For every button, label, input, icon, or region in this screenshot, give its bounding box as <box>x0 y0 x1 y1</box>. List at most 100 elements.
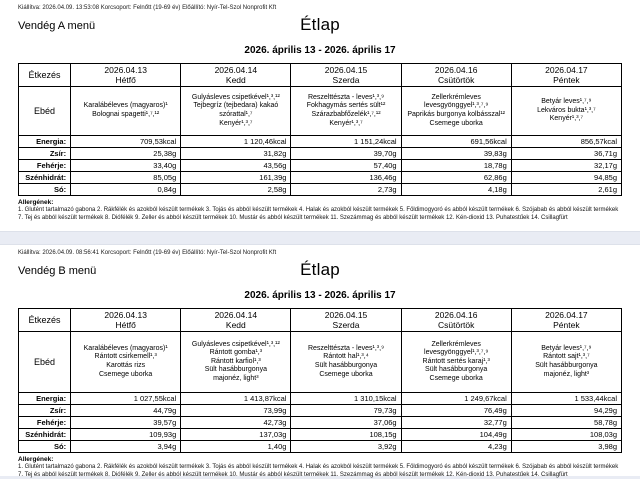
table-header-row: Étkezés 2026.04.13 Hétfő 2026.04.14 Kedd 2026… <box>17 63 623 87</box>
nutrition-value: 79,73g <box>290 404 402 417</box>
menu-item: majonéz, light³ <box>213 374 259 382</box>
day-header-cell: 2026.04.15 Szerda <box>290 308 402 332</box>
day-date: 2026.04.14 <box>214 65 258 75</box>
menu-item: Sült hasábburgonya <box>314 362 378 369</box>
day-menu-cell: Betyár leves¹,⁷,⁹ Lekváros bukta¹,³,⁷ Keny… <box>510 86 623 136</box>
nutrition-value: 1 310,15kcal <box>290 392 402 405</box>
nutrition-value: 57,40g <box>290 159 402 172</box>
nutrition-label: Szénhidrát: <box>17 428 72 441</box>
day-header-cell: 2026.04.17 Péntek <box>510 63 623 87</box>
menu-name: Vendég A menü <box>18 20 96 32</box>
menu-item: Betyár leves¹,⁷,⁹ <box>541 344 592 352</box>
day-menu-cell: Betyár leves¹,⁷,⁹ Rántott sajt¹,³,⁷ Sült h… <box>510 331 623 393</box>
day-menu-cell: Karalábéleves (magyaros)¹ Bolognai spaget… <box>70 86 182 136</box>
nutrition-row: Szénhidrát: 85,05g 161,39g 136,46g 62,86g 94,… <box>17 171 623 184</box>
nutrition-row: Zsír: 44,79g 73,99g 79,73g 76,49g 94,29g <box>17 404 623 417</box>
day-menu-cell: Reszelttészta - leves¹,³,⁹ Rántott hal¹,³… <box>290 331 402 393</box>
day-header-cell: 2026.04.17 Péntek <box>510 308 623 332</box>
day-date: 2026.04.13 <box>104 65 147 75</box>
menu-item: Karalábéleves (magyaros)¹ <box>83 344 168 352</box>
day-menu-cell: Zellerkrémleves levesgyönggyel¹,³,⁷,⁹ Rán… <box>400 331 512 393</box>
nutrition-value: 1,40g <box>180 440 292 453</box>
nutrition-value: 137,03g <box>180 428 292 441</box>
nutrition-value: 709,53kcal <box>70 135 182 148</box>
menu-item: Csemege uborka <box>429 374 483 382</box>
nutrition-value: 108,15g <box>290 428 402 441</box>
menu-item: Kenyér¹,³,⁷ <box>219 119 253 127</box>
nutrition-value: 1 120,46kcal <box>180 135 292 148</box>
page-a: Kiállítva: 2026.04.09. 13:53:08 Korcsopo… <box>0 0 640 231</box>
header-band: Vendég A menü Étlap <box>18 12 622 42</box>
nutrition-value: 4,18g <box>400 183 512 196</box>
nutrition-label: Szénhidrát: <box>17 171 72 184</box>
nutrition-value: 76,49g <box>400 404 512 417</box>
day-menu-cell: Gulyásleves csipetkével¹,³,¹² Tejbegríz (… <box>180 86 292 136</box>
menu-table: Étkezés 2026.04.13 Hétfő 2026.04.14 Kedd 2026… <box>17 308 623 453</box>
allergens-heading: Allergének: <box>18 456 54 463</box>
page-title: Étlap <box>300 15 340 34</box>
issued-meta: Kiállítva: 2026.04.09. 08:56:41 Korcsopo… <box>18 250 277 256</box>
nutrition-value: 1 533,44kcal <box>510 392 623 405</box>
menu-item: Kenyér¹,³,⁷ <box>549 115 584 123</box>
nutrition-value: 62,86g <box>400 171 512 184</box>
menu-item: Csemege uborka <box>319 370 373 378</box>
menu-item: Rántott csirkemell¹,³ <box>94 353 157 361</box>
day-date: 2026.04.16 <box>434 65 478 75</box>
nutrition-value: 39,57g <box>70 416 182 429</box>
menu-item: Kenyér¹,³,⁷ <box>329 119 363 127</box>
menu-item: majonéz, light³ <box>543 370 590 378</box>
nutrition-value: 39,83g <box>400 147 512 160</box>
day-menu-cell: Karalábéleves (magyaros)¹ Rántott csirkem… <box>70 331 182 393</box>
nutrition-value: 39,70g <box>290 147 402 160</box>
menu-item: Sült hasábburgonya <box>535 362 598 369</box>
day-date: 2026.04.17 <box>545 65 588 75</box>
meal-row: Ebéd Karalábéleves (magyaros)¹ Rántott csi… <box>17 331 623 393</box>
nutrition-value: 94,85g <box>510 171 623 184</box>
issued-meta: Kiállítva: 2026.04.09. 13:53:08 Korcsopo… <box>18 5 277 11</box>
nutrition-value: 18,78g <box>400 159 512 172</box>
day-menu-cell: Reszelttészta - leves¹,³,⁹ Fokhagymás ser… <box>290 86 402 136</box>
menu-item: Rántott sajt¹,³,⁷ <box>543 353 590 361</box>
nutrition-value: 2,61g <box>510 183 623 196</box>
menu-item: Rántott sertés karaj¹,³ <box>422 357 490 365</box>
nutrition-value: 1 151,24kcal <box>290 135 402 148</box>
meal-header-cell: Étkezés <box>17 308 72 332</box>
nutrition-row: Só: 0,84g 2,58g 2,73g 4,18g 2,61g <box>17 183 623 196</box>
nutrition-row: Zsír: 25,38g 31,82g 39,70g 39,83g 36,71g <box>17 147 623 160</box>
nutrition-value: 2,58g <box>180 183 292 196</box>
nutrition-value: 42,73g <box>180 416 292 429</box>
day-date: 2026.04.15 <box>324 65 368 75</box>
page-b: Kiállítva: 2026.04.09. 08:56:41 Korcsopo… <box>0 245 640 478</box>
menu-item: Paprikás burgonya kolbásszal¹² <box>407 111 506 118</box>
nutrition-row: Fehérje: 39,57g 42,73g 37,06g 32,77g 58,78g <box>17 416 623 429</box>
day-name: Kedd <box>225 75 246 85</box>
nutrition-value: 32,17g <box>510 159 623 172</box>
nutrition-value: 856,57kcal <box>510 135 623 148</box>
nutrition-value: 3,92g <box>290 440 402 453</box>
nutrition-row: Só: 3,94g 1,40g 3,92g 4,23g 3,98g <box>17 440 623 453</box>
nutrition-value: 109,93g <box>70 428 182 441</box>
nutrition-value: 43,56g <box>180 159 292 172</box>
allergens-heading: Allergének: <box>18 199 54 206</box>
day-date: 2026.04.17 <box>545 310 588 320</box>
menu-item: Zellerkrémleves levesgyönggyel¹,³,⁷,⁹ <box>424 340 489 357</box>
meal-row: Ebéd Karalábéleves (magyaros)¹ Bolognai sp… <box>17 86 623 136</box>
date-range: 2026. április 13 - 2026. április 17 <box>244 290 396 301</box>
day-header-cell: 2026.04.16 Csütörtök <box>400 63 512 87</box>
header-band: Vendég B menü Étlap <box>18 257 622 287</box>
menu-name: Vendég B menü <box>18 265 97 277</box>
nutrition-value: 136,46g <box>290 171 402 184</box>
nutrition-label: Zsír: <box>17 147 72 160</box>
allergens-text: 1. Glutént tartalmazó gabona 2. Rákfélék… <box>18 464 619 478</box>
day-name: Csütörtök <box>437 320 475 330</box>
nutrition-row: Energia: 709,53kcal 1 120,46kcal 1 151,24kc… <box>17 135 623 148</box>
nutrition-value: 161,39g <box>180 171 292 184</box>
day-header-cell: 2026.04.13 Hétfő <box>70 63 182 87</box>
nutrition-row: Energia: 1 027,55kcal 1 413,87kcal 1 310,15… <box>17 392 623 405</box>
nutrition-value: 36,71g <box>510 147 623 160</box>
nutrition-value: 31,82g <box>180 147 292 160</box>
nutrition-value: 73,99g <box>180 404 292 417</box>
meal-header-cell: Étkezés <box>17 63 72 87</box>
nutrition-label: Zsír: <box>17 404 72 417</box>
day-name: Csütörtök <box>437 75 475 85</box>
